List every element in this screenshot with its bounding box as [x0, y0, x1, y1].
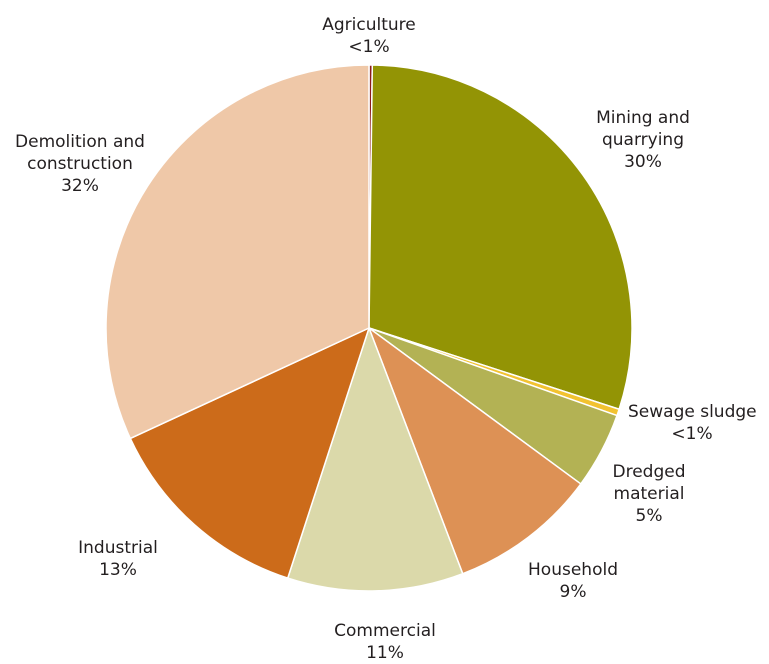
pie-slice-commercial	[286, 327, 464, 592]
label-dredged-value: 5%	[635, 506, 663, 526]
label-mining-value: 30%	[624, 152, 662, 172]
label-household: Household 9%	[518, 559, 628, 603]
label-sewage-sludge-value: <1%	[671, 424, 713, 444]
label-mining-line-1: Mining and	[596, 108, 690, 128]
label-agriculture-value: <1%	[348, 37, 390, 57]
pie-slice-mining-and-quarrying	[368, 64, 633, 411]
label-demolition-and-construction: Demolition and construction 32%	[2, 131, 158, 197]
label-demolition-line-2: construction	[27, 154, 133, 174]
label-household-value: 9%	[559, 582, 587, 602]
label-industrial: Industrial 13%	[63, 537, 173, 581]
label-commercial-name: Commercial	[334, 621, 436, 641]
label-agriculture-name: Agriculture	[322, 15, 416, 35]
label-sewage-sludge: Sewage sludge <1%	[628, 401, 757, 445]
label-household-name: Household	[528, 560, 618, 580]
pie-slice-household	[368, 327, 582, 575]
label-sewage-sludge-name: Sewage sludge	[628, 402, 757, 422]
label-industrial-value: 13%	[99, 560, 137, 580]
label-commercial-value: 11%	[366, 643, 404, 663]
label-mining-and-quarrying: Mining and quarrying 30%	[578, 107, 708, 173]
label-demolition-line-1: Demolition and	[15, 132, 145, 152]
label-dredged-line-2: material	[613, 484, 685, 504]
label-demolition-value: 32%	[61, 176, 99, 196]
label-industrial-name: Industrial	[78, 538, 158, 558]
label-dredged-material: Dredged material 5%	[594, 461, 704, 527]
label-agriculture: Agriculture <1%	[310, 14, 428, 58]
pie-slice-demolition-and-construction	[105, 64, 370, 440]
label-mining-line-2: quarrying	[601, 130, 684, 150]
label-dredged-line-1: Dredged	[612, 462, 686, 482]
label-commercial: Commercial 11%	[325, 620, 445, 664]
pie-slice-industrial	[129, 327, 370, 579]
